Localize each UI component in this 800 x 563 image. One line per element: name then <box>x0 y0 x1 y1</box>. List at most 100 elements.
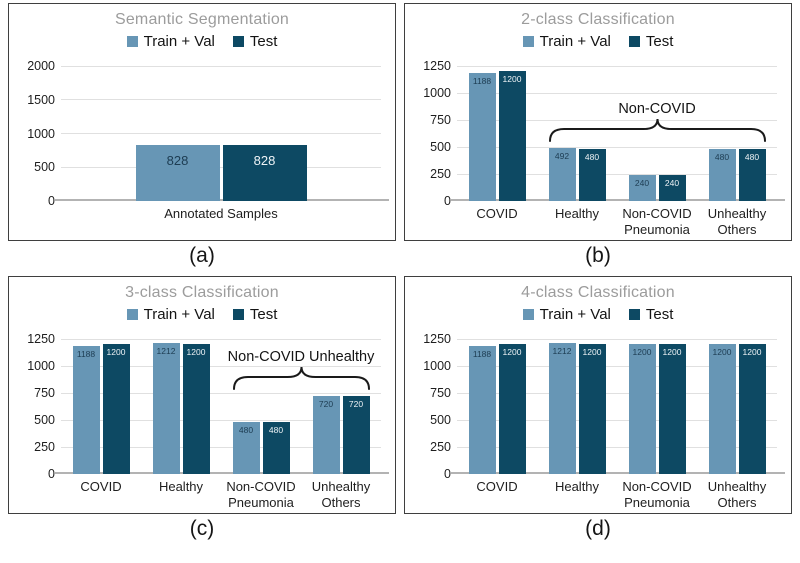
y-tick-label: 1500 <box>27 92 55 107</box>
figure-a: Semantic Segmentation Train + Val Test 0 500… <box>8 3 396 274</box>
y-tick-label: 1250 <box>27 332 55 346</box>
bar-test: 1200 <box>102 344 130 474</box>
bar-value-label: 1200 <box>186 347 206 358</box>
gridline <box>457 419 777 421</box>
bar-train-val: 240 <box>628 175 656 201</box>
legend-label-test: Test <box>645 33 674 50</box>
chart-panel-2-class: 2-class Classification Train + Val Test 0 25… <box>404 3 792 241</box>
legend-entry-test: Test <box>232 33 277 50</box>
bar-test: 1200 <box>658 344 686 474</box>
chart-title: Semantic Segmentation <box>114 11 290 28</box>
bar-group: 1212 1200 <box>141 339 221 474</box>
y-tick-label: 0 <box>444 194 451 208</box>
y-tick-label: 1000 <box>423 359 451 373</box>
bar-test: 1200 <box>738 344 766 474</box>
legend-entry-test: Test <box>628 33 674 50</box>
x-category-label: Unhealthy Others <box>697 479 777 510</box>
bar-test: 1200 <box>578 344 606 474</box>
bar-value-label: 1188 <box>472 75 492 86</box>
bar-group: 480 480 <box>697 66 777 201</box>
y-tick-label: 750 <box>430 113 451 127</box>
bar-test: 480 <box>262 422 290 474</box>
legend-entry-train-val: Train + Val <box>522 306 611 323</box>
x-axis-line <box>55 472 389 474</box>
chart-legend: Train + Val Test <box>9 306 395 323</box>
x-category-label: Unhealthy Others <box>301 479 381 510</box>
chart-panel-3-class: 3-class Classification Train + Val Test 0 25… <box>8 276 396 514</box>
x-category-label: COVID <box>457 206 537 222</box>
y-tick-label: 500 <box>430 413 451 427</box>
figure-grid: Semantic Segmentation Train + Val Test 0 500… <box>8 3 792 547</box>
x-category-label-line: Healthy <box>554 206 600 221</box>
plot-area: 0 250 500 750 1000 1250 1188 1200 COVID 492 480 Hea… <box>423 59 785 237</box>
chart-title: 2-class Classification <box>521 11 675 28</box>
legend-label-train-val: Train + Val <box>539 33 611 50</box>
y-tick-label: 750 <box>430 386 451 400</box>
gridline <box>61 419 381 421</box>
bar-group: 1200 1200 <box>617 339 697 474</box>
y-tick-label: 500 <box>34 413 55 427</box>
plot-area: 0 250 500 750 1000 1250 1188 1200 COVID 1212 1200 H… <box>27 332 389 510</box>
x-category-label-line: Others <box>321 494 361 510</box>
bar-value-label: 720 <box>348 399 364 410</box>
legend-swatch-train-val <box>126 309 138 320</box>
bar-value-label: 1188 <box>472 348 492 359</box>
bar-test: 1200 <box>498 344 526 474</box>
legend-entry-test: Test <box>628 306 673 323</box>
gridline <box>457 65 777 67</box>
y-tick-label: 250 <box>34 440 55 454</box>
bar-value-label: 480 <box>238 425 254 436</box>
legend-entry-test: Test <box>232 306 278 323</box>
bar-group: 1188 1200 <box>61 339 141 474</box>
x-category-label-line: COVID <box>476 206 518 221</box>
bar-test: 1200 <box>182 344 210 474</box>
x-category-label-line: Pneumonia <box>624 494 690 510</box>
gridline <box>457 119 777 121</box>
y-tick-label: 0 <box>48 194 55 208</box>
bar-group: 828 828 <box>61 66 381 201</box>
chart-title: 3-class Classification <box>125 284 279 301</box>
gridline <box>61 338 381 340</box>
bar-value-label: 240 <box>664 178 680 189</box>
bar-train-val: 1188 <box>468 345 496 474</box>
bar-group: 1212 1200 <box>537 339 617 474</box>
plot-area: 0 250 500 750 1000 1250 1188 1200 COVID 1212 1200 H… <box>423 332 785 510</box>
y-tick-label: 250 <box>430 440 451 454</box>
legend-entry-train-val: Train + Val <box>126 33 215 50</box>
x-category-label: Unhealthy Others <box>697 206 777 237</box>
x-category-label-line: Others <box>717 494 757 510</box>
x-category-label-line: Healthy <box>158 479 204 494</box>
chart-title: 4-class Classification <box>521 284 675 301</box>
y-tick-label: 1000 <box>27 126 55 141</box>
bar-train-val: 1200 <box>628 344 656 474</box>
y-tick-label: 250 <box>430 167 451 181</box>
figure-d: 4-class Classification Train + Val Test 0 25… <box>404 276 792 547</box>
bar-value-label: 492 <box>554 150 570 161</box>
x-category-label-line: Unhealthy <box>311 479 371 494</box>
x-category-label-line: Non-COVID <box>622 479 692 494</box>
x-category-label-line: Unhealthy <box>707 206 767 221</box>
gridline <box>61 446 381 448</box>
bar-test: 480 <box>738 149 766 201</box>
legend-swatch-train-val <box>126 36 138 47</box>
legend-label-train-val: Train + Val <box>143 33 215 50</box>
figure-caption-a: (a) <box>189 244 215 267</box>
x-axis-line <box>451 472 785 474</box>
bar-value-label: 240 <box>634 178 650 189</box>
x-category-label: Healthy <box>141 479 221 495</box>
figure-caption-c: (c) <box>189 517 215 540</box>
bar-value-label: 720 <box>318 399 334 410</box>
x-category-label: Annotated Samples <box>61 206 381 222</box>
legend-entry-train-val: Train + Val <box>522 33 611 50</box>
bar-value-label: 480 <box>584 152 600 163</box>
y-tick-label: 500 <box>34 160 55 175</box>
figure-c: 3-class Classification Train + Val Test 0 25… <box>8 276 396 547</box>
legend-swatch-test <box>232 309 244 320</box>
bar-group: 492 480 <box>537 66 617 201</box>
y-tick-label: 500 <box>430 140 451 154</box>
bar-value-label: 1200 <box>502 347 522 358</box>
x-category-label-line: Non-COVID <box>622 206 692 221</box>
legend-label-test: Test <box>249 306 278 323</box>
bar-train-val: 828 <box>135 145 220 201</box>
bar-value-label: 1212 <box>552 346 572 357</box>
